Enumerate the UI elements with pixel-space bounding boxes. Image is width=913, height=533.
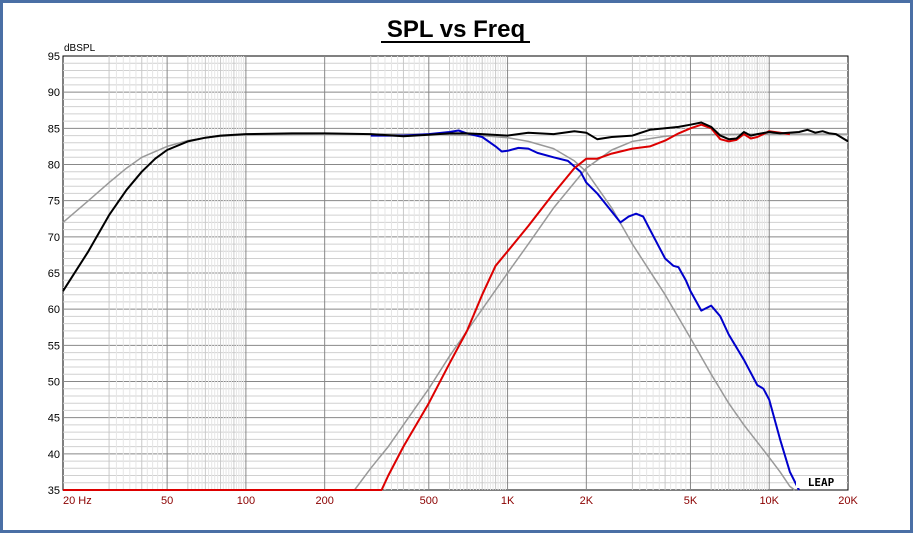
x-tick-label: 200 [315,495,333,507]
x-tick-labels: 20 Hz 50 100 200 500 1K 2K 5K 10K 20K [63,495,858,507]
y-tick-label: 45 [48,413,60,425]
y-tick-label: 55 [48,340,60,352]
series-line-3 [63,123,791,491]
y-axis-label: dBSPL [64,43,96,54]
series-line-4 [62,121,849,292]
series-group [62,121,849,491]
x-tick-label: 10K [759,495,779,507]
x-tick-label: 20K [838,495,858,507]
y-tick-labels: 35 40 45 50 55 60 65 70 75 80 85 90 95 [48,51,60,497]
grid [63,56,848,490]
y-tick-label: 35 [48,485,60,497]
y-tick-label: 60 [48,304,60,316]
x-tick-label: 20 Hz [63,495,92,507]
y-tick-label: 70 [48,232,60,244]
x-tick-label: 2K [580,495,594,507]
x-tick-label: 1K [501,495,515,507]
y-tick-label: 50 [48,377,60,389]
series-line-1 [353,133,848,491]
x-tick-label: 500 [420,495,438,507]
y-tick-label: 40 [48,449,60,461]
y-tick-label: 75 [48,196,60,208]
y-tick-label: 90 [48,87,60,99]
x-tick-label: 5K [684,495,698,507]
y-tick-label: 65 [48,268,60,280]
series-line-2 [370,129,800,491]
chart-title: SPL vs Freq [387,16,525,43]
x-tick-label: 100 [237,495,255,507]
y-tick-label: 85 [48,123,60,135]
leap-logo: LEAP [808,476,835,489]
series-line-0 [62,133,796,491]
watermark-background [796,476,846,488]
x-tick-label: 50 [161,495,173,507]
y-tick-label: 95 [48,51,60,63]
y-tick-label: 80 [48,160,60,172]
